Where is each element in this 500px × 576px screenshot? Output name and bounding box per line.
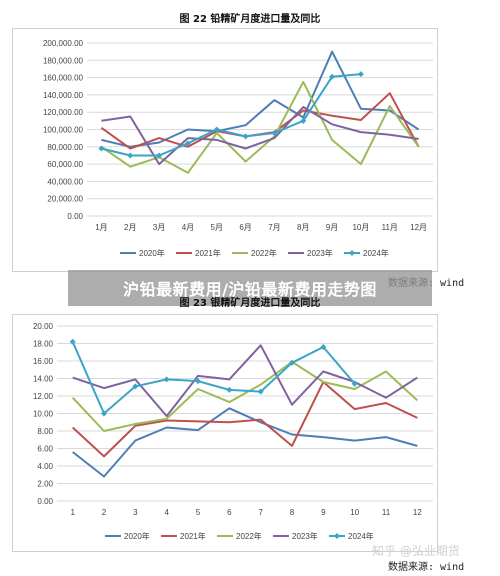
chart1-ytick-label: 80,000.00 — [47, 143, 83, 152]
chart2-ytick-label: 0.00 — [37, 497, 53, 506]
chart2-xtick-label: 4 — [164, 508, 169, 517]
chart2-series-line-2021年 — [72, 381, 418, 458]
chart1-series-line-2022年 — [100, 80, 420, 174]
chart1-data-point — [127, 152, 134, 159]
chart2-legend-marker — [334, 533, 340, 539]
chart2-data-point — [289, 359, 295, 366]
chart1-ytick-label: 180,000.00 — [43, 56, 84, 65]
chart1-xtick-label: 12月 — [410, 223, 427, 232]
chart2-data-point — [101, 410, 107, 417]
chart1-title: 图 22 铅精矿月度进口量及同比 — [179, 14, 321, 25]
chart2-xtick-label: 11 — [382, 508, 391, 517]
title-banner: 沪铅最新费用/沪铅最新费用走势图 — [68, 270, 432, 306]
chart1-series-line-2021年 — [100, 92, 420, 150]
chart2-data-point — [257, 388, 264, 395]
chart1-legend-label: 2022年 — [251, 248, 277, 258]
chart2-ytick-label: 6.00 — [37, 445, 53, 454]
chart2-svg: 0.00 2.00 4.00 6.00 8.00 10.00 12.00 14.00 16.00… — [33, 322, 433, 541]
chart1-series-line-2020年 — [101, 50, 420, 148]
chart2-xtick-label: 8 — [290, 508, 295, 517]
chart1-xtick-label: 4月 — [182, 223, 194, 232]
chart1-ytick-label: 160,000.00 — [43, 74, 84, 83]
chart1-xtick-label: 3月 — [153, 223, 165, 232]
chart2-ytick-label: 14.00 — [33, 375, 54, 384]
chart1-frame: 0.00 20,000.00 40,000.00 60,000.00 80,000.00… — [12, 28, 438, 272]
chart1-ytick-label: 100,000.00 — [43, 126, 84, 135]
chart1-data-point — [184, 140, 191, 147]
watermark-text: 知乎 @弘业期货 — [372, 544, 460, 558]
chart2-ytick-label: 2.00 — [37, 480, 53, 489]
chart2-ytick-label: 18.00 — [33, 340, 54, 349]
chart1-data-point — [242, 133, 249, 140]
chart1-series-line-2024年 — [101, 73, 361, 157]
chart2-ytick-label: 10.00 — [33, 410, 54, 419]
chart2-ytick-label: 16.00 — [33, 357, 54, 366]
chart2-xtick-label: 5 — [196, 508, 201, 517]
chart1-ytick-label: 200,000.00 — [43, 39, 84, 48]
chart1-ytick-label: 140,000.00 — [43, 91, 84, 100]
chart2-data-point — [163, 376, 170, 383]
chart1-ytick-label: 60,000.00 — [47, 160, 83, 169]
chart2-ytick-label: 12.00 — [33, 392, 54, 401]
chart1-data-point — [300, 117, 307, 124]
chart2-ytick-label: 4.00 — [37, 462, 53, 471]
chart1-svg: 0.00 20,000.00 40,000.00 60,000.00 80,000.00… — [43, 39, 433, 258]
chart2-data-point — [351, 380, 358, 387]
chart1-xtick-label: 5月 — [211, 223, 223, 232]
chart2-data-point — [69, 338, 76, 345]
chart2-series-line-2020年 — [72, 407, 418, 478]
chart2-xtick-label: 12 — [413, 508, 422, 517]
chart1-data-point — [98, 145, 105, 152]
chart1-xtick-label: 11月 — [382, 223, 398, 232]
chart2-source: 数据来源: wind — [388, 562, 465, 573]
chart2-series-line-2024年 — [71, 341, 356, 415]
chart2-series-line-2022年 — [71, 360, 418, 432]
chart2-xtick-label: 10 — [350, 508, 359, 517]
chart2-legend-label: 2022年 — [236, 531, 262, 541]
chart1-ytick-label: 20,000.00 — [47, 195, 83, 204]
chart2-legend-label: 2020年 — [124, 531, 150, 541]
chart1-legend-label: 2021年 — [195, 248, 221, 258]
chart1-xtick-label: 2月 — [124, 223, 136, 232]
chart1-ytick-label: 120,000.00 — [43, 108, 84, 117]
chart2-xtick-label: 2 — [102, 508, 107, 517]
chart1-xtick-label: 8月 — [297, 223, 309, 232]
chart1-xtick-label: 6月 — [239, 223, 251, 232]
chart2-frame: 0.00 2.00 4.00 6.00 8.00 10.00 12.00 14.00 16.00… — [12, 314, 438, 552]
chart2-legend-label: 2023年 — [292, 531, 318, 541]
chart1-xtick-label: 7月 — [268, 223, 280, 232]
chart1-xtick-label: 1月 — [95, 223, 107, 232]
chart2-legend-label: 2024年 — [348, 531, 374, 541]
chart2-series-line-2023年 — [72, 344, 418, 418]
chart1-legend-label: 2024年 — [363, 248, 389, 258]
chart1-data-point — [213, 126, 220, 133]
banner-text: 沪铅最新费用/沪铅最新费用走势图 — [123, 280, 377, 299]
chart2-legend-label: 2021年 — [180, 531, 206, 541]
chart1-legend-marker — [349, 250, 355, 256]
chart1-xtick-label: 9月 — [326, 223, 338, 232]
chart2-xtick-label: 3 — [133, 508, 138, 517]
chart1-legend-label: 2020年 — [139, 248, 165, 258]
chart1-data-point — [329, 73, 336, 80]
chart2-title: 图 23 银精矿月度进口量及同比 — [179, 298, 321, 309]
chart2-xtick-label: 9 — [321, 508, 326, 517]
chart2-xtick-label: 1 — [70, 508, 75, 517]
chart1-xtick-label: 10月 — [352, 223, 369, 232]
chart1-data-point — [357, 71, 364, 78]
chart2-data-point — [320, 344, 327, 350]
chart2-xtick-label: 6 — [227, 508, 232, 517]
chart1-data-point — [271, 129, 278, 136]
chart1-data-point — [156, 152, 163, 159]
chart2-ytick-label: 8.00 — [37, 427, 53, 436]
chart2-data-point — [195, 378, 201, 385]
chart1-legend-label: 2023年 — [307, 248, 333, 258]
chart2-data-point — [132, 383, 139, 390]
chart2-ytick-label: 20.00 — [33, 322, 54, 331]
chart2-data-point — [226, 386, 233, 393]
chart1-ytick-label: 40,000.00 — [47, 177, 83, 186]
chart1-ytick-label: 0.00 — [67, 212, 83, 221]
chart2-xtick-label: 7 — [258, 508, 263, 517]
